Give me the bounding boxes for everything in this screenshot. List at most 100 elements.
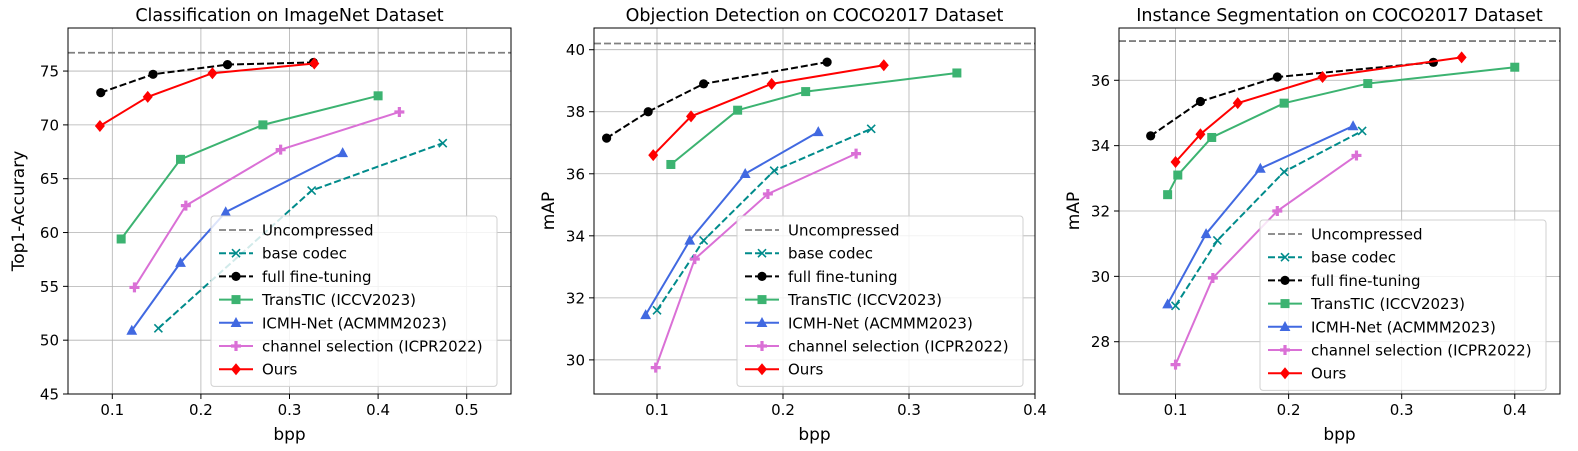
x-tick-label: 0.2 (189, 401, 213, 419)
series-ours-line (652, 64, 884, 156)
legend-item: Uncompressed (745, 222, 900, 240)
x-tick-label: 0.3 (1390, 401, 1414, 419)
series-transtic-iccv2023-point (116, 234, 126, 244)
legend-swatch-marker (231, 295, 241, 305)
legend-item: base codec (1268, 249, 1396, 267)
legend-item: ICMH-Net (ACMMM2023) (745, 314, 973, 332)
series-full-fine-tuning-line (100, 61, 314, 94)
series-transtic-iccv2023-point (1163, 190, 1173, 200)
series-base-codec-point (1212, 235, 1222, 245)
legend-item: Ours (1268, 365, 1346, 383)
legend-item: Uncompressed (219, 222, 374, 240)
x-tick-label: 0.3 (278, 401, 302, 419)
legend-swatch-marker (757, 295, 767, 305)
series-channel-selection-icpr2022-point (689, 254, 700, 265)
chart-title: Classification on ImageNet Dataset (135, 6, 443, 26)
legend-item: channel selection (ICPR2022) (1268, 342, 1532, 360)
legend-label: full fine-tuning (1311, 272, 1421, 290)
series-base-codec-line (656, 127, 872, 311)
legend-swatch-marker (1280, 299, 1290, 309)
series-icmh-net-acmmm2023-point (1162, 298, 1174, 309)
legend-label: base codec (1311, 249, 1396, 267)
legend-item: base codec (219, 245, 347, 263)
series-icmh-net-acmmm2023-line (130, 151, 344, 332)
axes-frame (593, 27, 1036, 395)
series-base-codec-point (153, 323, 163, 333)
series-ours-point (1232, 97, 1243, 110)
legend-item: TransTIC (ICCV2023) (219, 291, 416, 309)
series-icmh-net-acmmm2023-point (1200, 228, 1212, 239)
series-icmh-net-acmmm2023-point (739, 167, 751, 178)
legend: Uncompressed base codec full fine-tuning Tr… (1259, 219, 1547, 391)
x-tick-label: 0.1 (1164, 401, 1188, 419)
legend-item: full fine-tuning (1268, 272, 1421, 290)
series-channel-selection-icpr2022-point (1170, 359, 1181, 370)
series-base-codec-point (769, 166, 779, 176)
series-ours-line (99, 62, 315, 127)
series-full-fine-tuning-point (96, 87, 106, 98)
series-ours-point (142, 90, 153, 103)
legend-swatch-marker (1280, 252, 1290, 262)
series-channel-selection-icpr2022-line (1174, 154, 1358, 365)
series-transtic-iccv2023-point (952, 68, 962, 78)
series-channel-selection-icpr2022-point (1272, 206, 1283, 216)
series-icmh-net-acmmm2023-point (684, 234, 696, 245)
series-transtic-iccv2023-point (801, 87, 811, 97)
series-full-fine-tuning-point (222, 60, 233, 70)
legend-swatch-marker (757, 363, 767, 376)
series-transtic-iccv2023-point (258, 120, 268, 130)
legend-label: Uncompressed (788, 222, 900, 240)
series-icmh-net-acmmm2023-line (644, 131, 819, 316)
series-base-codec-point (1279, 167, 1289, 177)
legend-label: Uncompressed (262, 222, 374, 240)
plot-area (594, 42, 1035, 373)
legend-item: channel selection (ICPR2022) (219, 338, 483, 356)
legend-swatch-marker (231, 271, 241, 281)
y-tick-label: 36 (1091, 72, 1110, 90)
series-ours-point (878, 59, 889, 72)
series-channel-selection-icpr2022-point (180, 200, 191, 211)
series-ours-point (309, 57, 320, 70)
legend-item: Ours (219, 361, 297, 379)
series-icmh-net-acmmm2023-line (1166, 125, 1354, 305)
series-transtic-iccv2023-point (1173, 170, 1183, 180)
series-channel-selection-icpr2022-point (1207, 272, 1218, 283)
series-full-fine-tuning-point (1195, 96, 1206, 107)
legend-label: channel selection (ICPR2022) (1311, 342, 1532, 360)
legend-label: full fine-tuning (262, 268, 372, 286)
series-transtic-iccv2023-point (373, 91, 383, 101)
y-tick-label: 34 (1091, 137, 1110, 155)
chart-title: Instance Segmentation on COCO2017 Datase… (1136, 6, 1543, 26)
y-tick-label: 65 (40, 170, 59, 188)
series-ours-point (1170, 155, 1181, 168)
series-channel-selection-icpr2022-point (650, 362, 661, 373)
legend-label: channel selection (ICPR2022) (788, 338, 1009, 356)
series-base-codec-point (1357, 126, 1367, 136)
y-tick-label: 60 (40, 224, 59, 242)
y-tick-label: 38 (566, 103, 585, 121)
series-full-fine-tuning-line (1150, 61, 1434, 137)
legend-label: Ours (1311, 365, 1346, 383)
series-full-fine-tuning-point (643, 107, 653, 117)
plot-area (68, 51, 511, 335)
y-axis-label: Top1-Accurary (9, 151, 29, 273)
series-channel-selection-icpr2022-line (654, 152, 857, 368)
series-base-codec-line (1174, 130, 1363, 307)
series-transtic-iccv2023-point (1510, 62, 1520, 72)
legend-swatch-marker (757, 248, 767, 258)
y-tick-label: 70 (40, 116, 59, 134)
series-full-fine-tuning-point (822, 57, 832, 67)
y-tick-label: 28 (1091, 333, 1110, 351)
series-base-codec-point (1170, 301, 1181, 311)
series-base-codec-point (652, 305, 662, 315)
legend-swatch-marker (1280, 345, 1290, 355)
legend-item: TransTIC (ICCV2023) (1268, 295, 1465, 313)
y-tick-label: 50 (40, 332, 59, 350)
legend-item: full fine-tuning (745, 268, 898, 286)
legend-box (736, 215, 1024, 387)
series-full-fine-tuning-point (699, 79, 709, 89)
series-ours-point (686, 110, 697, 123)
x-tick-label: 0.5 (455, 401, 479, 419)
series-base-codec-point (866, 124, 876, 134)
